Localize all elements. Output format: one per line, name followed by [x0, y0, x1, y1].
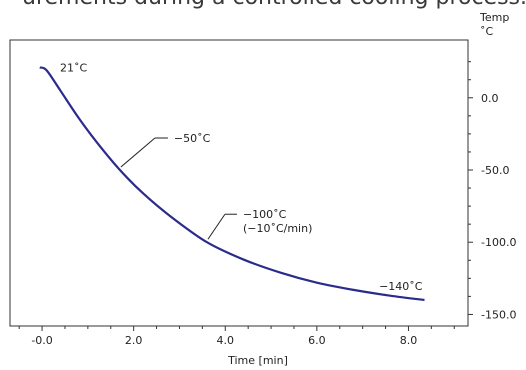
x-tick-label: 4.0: [217, 334, 235, 347]
x-axis-ticks: -0.0 2.0 4.0 6.0 8.0: [18, 326, 455, 347]
x-tick-label: 2.0: [125, 334, 143, 347]
x-tick-label: 6.0: [308, 334, 326, 347]
leader-line-minus50: [120, 137, 156, 168]
y-axis-title: Temp: [479, 11, 509, 24]
series-line-temperature: [39, 66, 425, 302]
annotation-start-temp: 21˚C: [60, 61, 87, 74]
x-axis-title: Time [min]: [227, 354, 288, 367]
annotation-minus50: −50˚C: [174, 132, 211, 145]
annotation-rate: (−10˚C/min): [243, 222, 312, 235]
x-tick-label: 8.0: [400, 334, 418, 347]
annotation-minus100: −100˚C: [243, 208, 287, 221]
y-axis-ticks: 0.0 -50.0 -100.0 -150.0: [468, 61, 516, 321]
y-tick-label: 0.0: [481, 92, 499, 105]
plot-frame: [9, 39, 469, 327]
x-tick-label: -0.0: [31, 334, 52, 347]
caption-text: urements during a controlled cooling pro…: [0, 0, 526, 10]
y-tick-label: -50.0: [481, 164, 509, 177]
annotation-end-temp: −140˚C: [379, 280, 423, 293]
y-tick-label: -150.0: [481, 308, 516, 321]
leader-line-minus100: [207, 213, 226, 240]
chart-annotations: 21˚C −50˚C −100˚C(−10˚C/min) −140˚C: [60, 61, 423, 293]
y-tick-label: -100.0: [481, 236, 516, 249]
y-axis-unit: ˚C: [480, 25, 494, 38]
